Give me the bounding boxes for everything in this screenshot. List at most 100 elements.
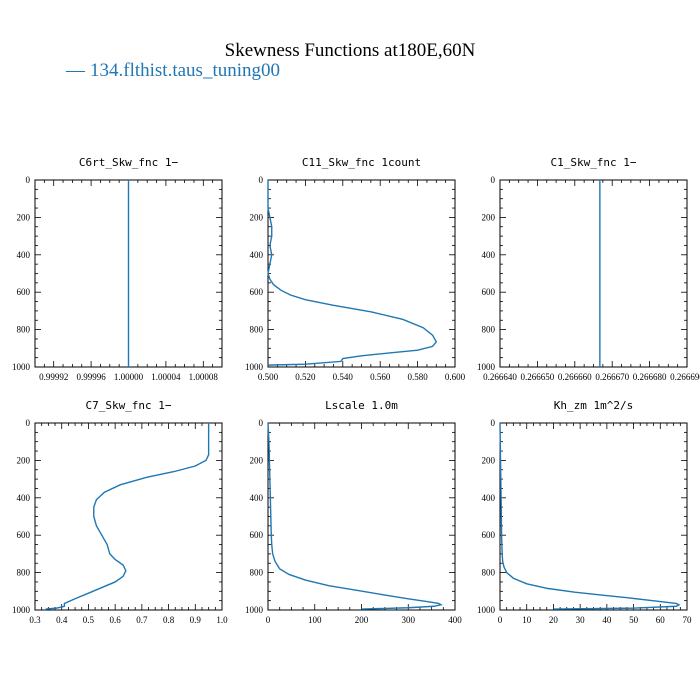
y-tick-label: 400 [250,250,264,260]
y-tick-label: 0 [26,175,31,185]
x-tick-label: 0.7 [136,615,148,625]
x-tick-label: 1.00004 [151,372,181,382]
y-tick-label: 400 [482,493,496,503]
y-tick-label: 200 [482,455,496,465]
x-tick-label: 0.266660 [558,372,592,382]
x-tick-label: 0.266650 [521,372,555,382]
x-tick-label: 0.600 [445,372,466,382]
y-tick-label: 0 [491,175,496,185]
legend-label: 134.flthist.taus_tuning00 [90,60,280,81]
x-tick-label: 0.6 [110,615,122,625]
y-tick-label: 200 [17,212,31,222]
x-tick-label: 0.540 [333,372,354,382]
x-tick-label: 0.99996 [76,372,106,382]
y-tick-label: 400 [250,493,264,503]
x-tick-label: 200 [355,615,369,625]
legend: — 134.flthist.taus_tuning00 [65,60,280,81]
y-tick-label: 800 [17,568,31,578]
x-tick-label: 1.00008 [189,372,219,382]
plot-frame [267,179,456,368]
plot-frame [499,422,688,611]
series-line [45,423,210,610]
plot-frame [34,422,223,611]
x-tick-label: 70 [683,615,693,625]
figure-title: Skewness Functions at180E,60N [225,40,476,61]
y-tick-label: 400 [482,250,496,260]
y-tick-label: 600 [482,287,496,297]
y-tick-label: 600 [17,287,31,297]
y-tick-label: 800 [482,568,496,578]
x-tick-label: 300 [402,615,416,625]
x-tick-label: 0 [498,615,503,625]
y-tick-label: 1000 [245,605,264,615]
x-tick-label: 40 [602,615,612,625]
x-tick-label: 0.5 [83,615,95,625]
x-tick-label: 0.9 [190,615,202,625]
y-tick-label: 0 [26,418,31,428]
x-tick-label: 1.0 [216,615,228,625]
x-tick-label: 0.266640 [483,372,517,382]
y-tick-label: 400 [17,493,31,503]
x-tick-label: 0.580 [407,372,428,382]
x-tick-label: 30 [576,615,586,625]
panel-title: C1_Skw_fnc 1− [550,156,636,169]
plot-frame [499,179,688,368]
y-tick-label: 200 [482,212,496,222]
series-line [267,422,443,610]
y-tick-label: 1000 [12,605,31,615]
y-tick-label: 600 [250,530,264,540]
y-tick-label: 0 [491,418,496,428]
y-tick-label: 600 [482,530,496,540]
y-tick-label: 600 [17,530,31,540]
panel-title: Lscale 1.0m [325,399,398,412]
x-tick-label: 0 [266,615,271,625]
panel-2: C11_Skw_fnc 1count 0 200 400 600 800 10000.500… [245,156,466,382]
y-tick-label: 800 [17,325,31,335]
x-tick-label: 0.500 [258,372,279,382]
x-tick-label: 0.8 [163,615,175,625]
y-tick-label: 800 [482,325,496,335]
y-tick-label: 600 [250,287,264,297]
y-tick-label: 0 [259,418,264,428]
x-tick-label: 100 [308,615,322,625]
y-tick-label: 0 [259,175,264,185]
y-tick-label: 800 [250,325,264,335]
x-tick-label: 50 [629,615,639,625]
x-tick-label: 1.00000 [114,372,144,382]
x-tick-label: 0.99992 [39,372,68,382]
y-tick-label: 200 [250,455,264,465]
x-tick-label: 0.266690 [670,372,700,382]
legend-dash: — [65,60,86,81]
x-tick-label: 0.266680 [633,372,667,382]
panel-title: Kh_zm 1m^2/s [554,399,633,412]
y-tick-label: 1000 [477,362,496,372]
x-tick-label: 60 [656,615,666,625]
x-tick-label: 0.560 [370,372,391,382]
plot-frame [267,422,456,611]
y-tick-label: 400 [17,250,31,260]
panel-1: C6rt_Skw_fnc 1− 0 200 400 600 800 1000 0.99992 0… [12,156,223,382]
y-tick-label: 200 [250,212,264,222]
panel-title: C7_Skw_fnc 1− [85,399,171,412]
y-tick-label: 1000 [12,362,31,372]
y-tick-label: 200 [17,455,31,465]
x-tick-label: 0.520 [295,372,316,382]
x-tick-label: 400 [448,615,462,625]
y-tick-label: 800 [250,568,264,578]
x-tick-label: 10 [522,615,532,625]
x-tick-label: 20 [549,615,559,625]
series-line [499,422,681,610]
y-tick-label: 1000 [245,362,264,372]
panel-title: C6rt_Skw_fnc 1− [79,156,179,169]
x-tick-label: 0.266670 [595,372,629,382]
x-tick-label: 0.3 [29,615,41,625]
y-tick-label: 1000 [477,605,496,615]
series-line [267,180,438,366]
panel-title: C11_Skw_fnc 1count [302,156,421,169]
